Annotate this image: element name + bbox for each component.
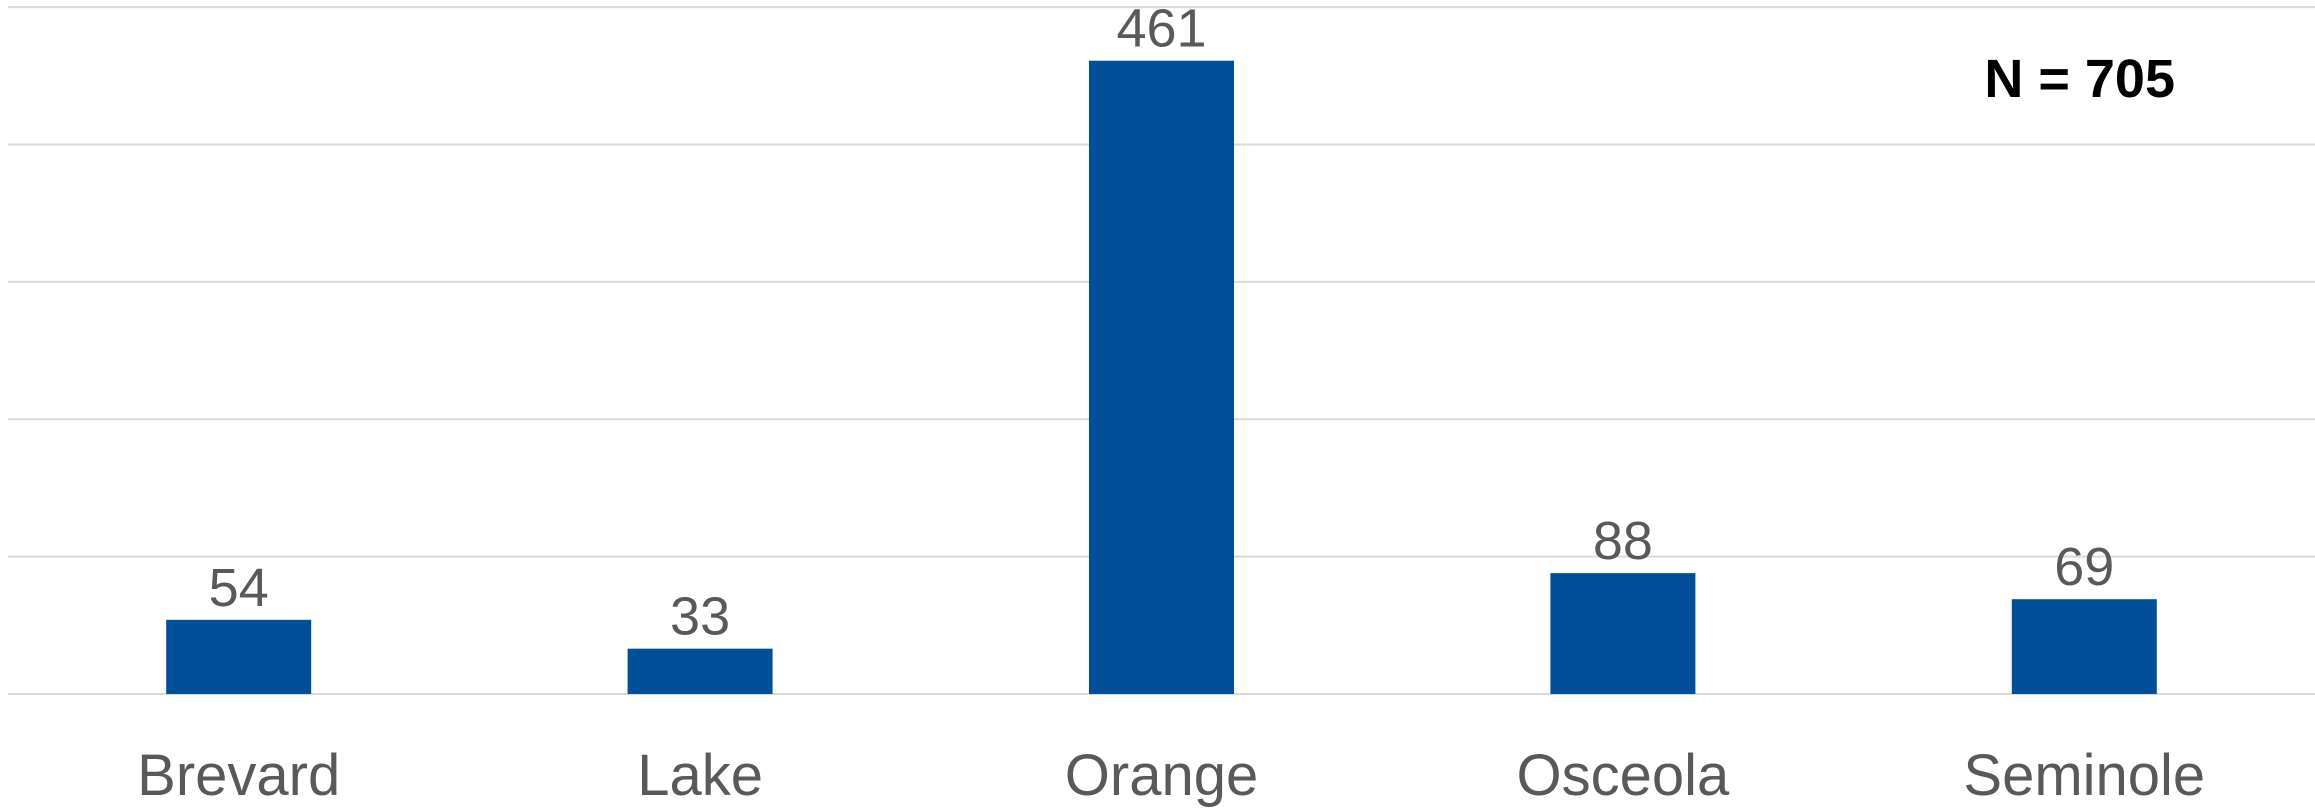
bar-lake bbox=[627, 648, 773, 694]
category-labels: Brevard Lake Orange Osceola Seminole bbox=[137, 743, 2205, 808]
bar-osceola bbox=[1550, 573, 1696, 694]
category-label-lake: Lake bbox=[637, 743, 763, 808]
category-label-orange: Orange bbox=[1065, 743, 1258, 808]
category-label-seminole: Seminole bbox=[1963, 743, 2205, 808]
category-label-osceola: Osceola bbox=[1517, 743, 1731, 808]
bars bbox=[166, 60, 2157, 694]
bar-orange bbox=[1089, 60, 1234, 694]
data-label-lake: 33 bbox=[670, 587, 730, 647]
data-label-orange: 461 bbox=[1116, 0, 1206, 59]
category-label-brevard: Brevard bbox=[137, 743, 340, 808]
data-label-brevard: 54 bbox=[209, 558, 269, 618]
data-labels: 54 33 461 88 69 bbox=[209, 0, 2115, 647]
sample-size-annotation: N = 705 bbox=[1984, 49, 2175, 109]
data-label-osceola: 88 bbox=[1593, 511, 1653, 571]
bar-brevard bbox=[166, 619, 312, 694]
data-label-seminole: 69 bbox=[2054, 537, 2114, 597]
bar-seminole bbox=[2011, 599, 2157, 694]
